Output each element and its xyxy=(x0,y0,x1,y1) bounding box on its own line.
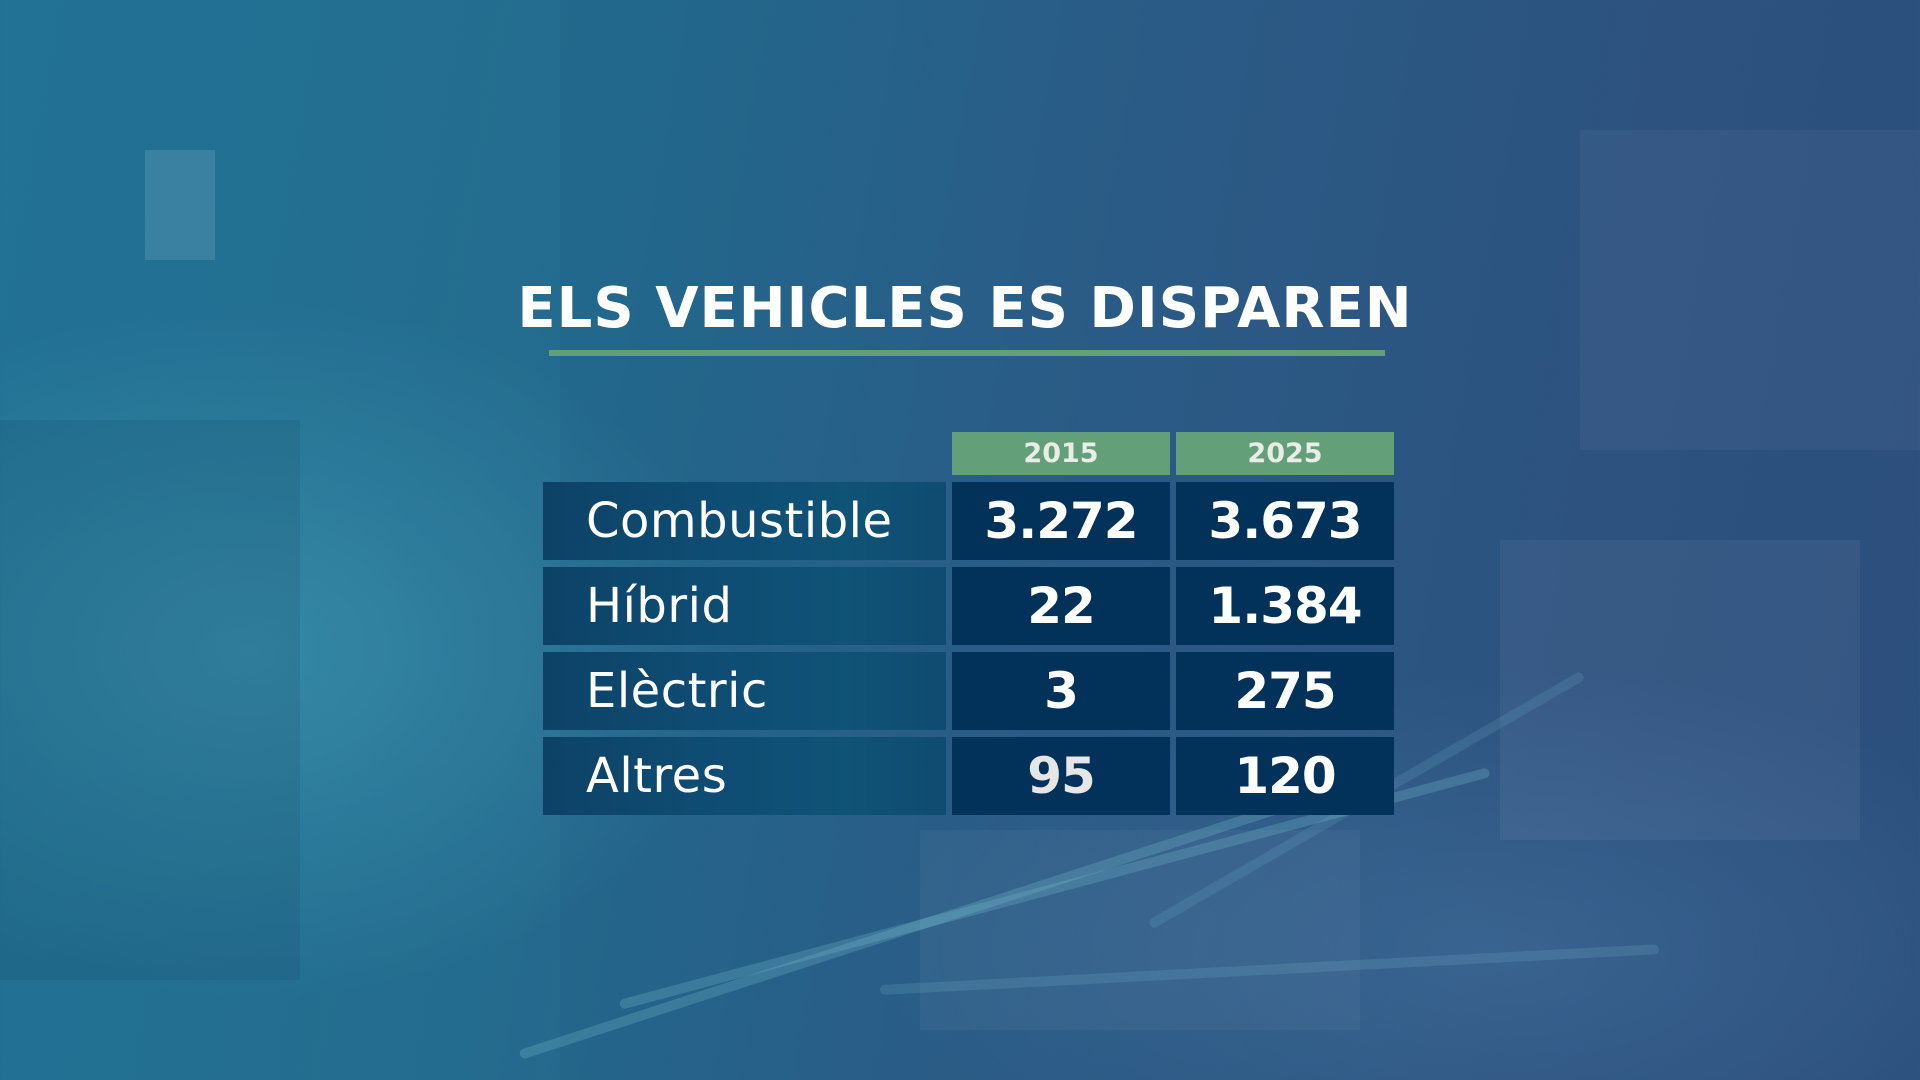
cell-2025: 1.384 xyxy=(1176,567,1394,645)
column-header-2025: 2025 xyxy=(1176,432,1394,475)
page-title: ELS VEHICLES ES DISPAREN xyxy=(517,276,1413,341)
column-header-2015: 2015 xyxy=(952,432,1170,475)
cell-2015: 3 xyxy=(952,652,1170,730)
cell-2015: 95 xyxy=(952,737,1170,815)
cell-2025: 120 xyxy=(1176,737,1394,815)
cell-2015: 3.272 xyxy=(952,482,1170,560)
cell-2025: 3.673 xyxy=(1176,482,1394,560)
cell-2025: 275 xyxy=(1176,652,1394,730)
row-label: Híbrid xyxy=(543,567,946,645)
row-label: Combustible xyxy=(543,482,946,560)
row-label: Altres xyxy=(543,737,946,815)
cell-2015: 22 xyxy=(952,567,1170,645)
title-underline xyxy=(549,350,1385,356)
row-label: Elèctric xyxy=(543,652,946,730)
